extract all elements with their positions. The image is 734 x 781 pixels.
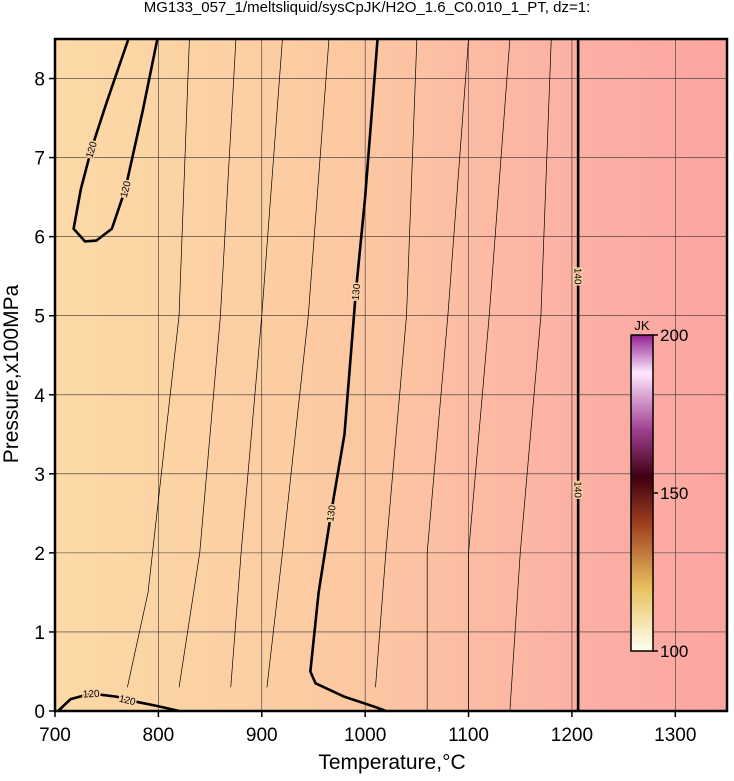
colorbar xyxy=(630,334,654,652)
y-tick-label: 3 xyxy=(34,465,45,486)
x-tick-label: 900 xyxy=(246,725,278,746)
y-tick-label: 0 xyxy=(34,702,45,723)
contour-line xyxy=(426,38,469,711)
contour-label: 140 xyxy=(572,268,583,285)
colorbar-tick-label: 100 xyxy=(660,642,688,661)
contour-line xyxy=(57,692,180,713)
x-axis-label: Temperature,°C xyxy=(318,751,465,774)
x-tick-label: 1200 xyxy=(551,725,593,746)
plot-background xyxy=(55,39,727,711)
plot-frame xyxy=(53,37,729,713)
x-tick-label: 1300 xyxy=(654,725,696,746)
chart-title: MG133_057_1/meltsliquid/sysCpJK/H2O_1.6_… xyxy=(144,0,591,16)
contour-line xyxy=(468,38,511,711)
y-tick-label: 7 xyxy=(34,149,45,170)
y-axis-label: Pressure,x100MPa xyxy=(0,284,23,463)
contour-line xyxy=(375,38,418,688)
contour-label: 120 xyxy=(83,689,101,701)
y-tick-label: 4 xyxy=(34,386,45,407)
contour-line xyxy=(266,38,330,688)
contour-line xyxy=(230,38,283,688)
contour-label: 140 xyxy=(572,481,583,498)
y-tick-label: 1 xyxy=(34,623,45,644)
contour-line xyxy=(127,38,190,688)
colorbar-tick-label: 200 xyxy=(660,326,688,345)
contour-label: 130 xyxy=(325,504,339,523)
contour-label: 130 xyxy=(351,283,363,301)
x-tick-label: 1000 xyxy=(344,725,386,746)
y-tick-label: 6 xyxy=(34,228,45,249)
x-tick-label: 800 xyxy=(143,725,175,746)
colorbar-label: JK xyxy=(634,318,650,333)
y-tick-label: 2 xyxy=(34,544,45,565)
contour-line xyxy=(309,38,387,713)
x-tick-label: 1100 xyxy=(448,725,489,746)
y-tick-label: 8 xyxy=(34,70,45,91)
x-tick-label: 700 xyxy=(39,725,71,746)
contour-line xyxy=(509,38,552,712)
contour-line xyxy=(72,38,159,243)
y-tick-label: 5 xyxy=(34,307,45,328)
colorbar-tick-label: 150 xyxy=(660,484,688,503)
contour-line xyxy=(178,38,237,688)
